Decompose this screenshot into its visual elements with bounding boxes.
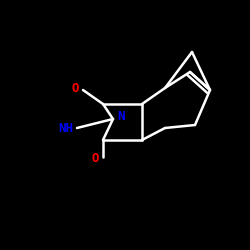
Text: O: O — [92, 152, 99, 166]
Text: N: N — [117, 110, 124, 122]
Text: O: O — [72, 82, 79, 96]
Text: NH: NH — [58, 122, 73, 136]
